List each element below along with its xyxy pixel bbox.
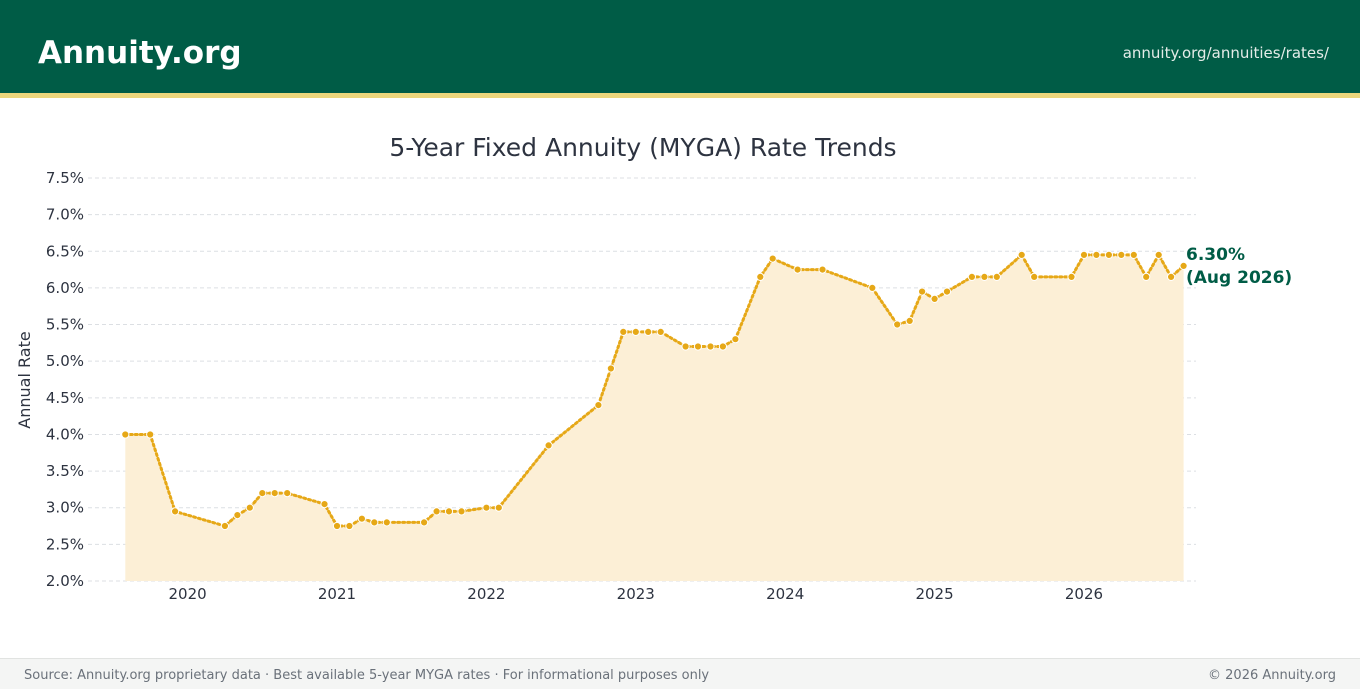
y-tick-label: 4.0% [46,425,84,443]
rate-line-path [123,251,1186,528]
page-url: annuity.org/annuities/rates/ [1122,44,1329,62]
rate-trend-chart: 5-Year Fixed Annuity (MYGA) Rate Trends … [15,133,1292,603]
latest-rate-date-annotation: (Aug 2026) [1186,268,1292,288]
data-point [693,342,703,351]
y-tick-label: 5.5% [46,316,84,334]
data-point [245,503,254,512]
header-accent-stripe [0,93,1360,98]
data-point [283,489,292,498]
data-point [718,342,728,351]
data-point [420,518,429,527]
data-point [444,507,454,516]
y-tick-label: 2.5% [46,535,84,553]
y-tick-label: 4.5% [46,389,84,407]
brand-logo[interactable]: Annuity.org [38,35,242,71]
data-point [457,507,466,516]
y-tick-label: 3.0% [46,499,84,517]
footer-source-note: Source: Annuity.org proprietary data · B… [24,668,710,683]
data-point [768,254,777,263]
data-point [370,518,379,527]
data-point [731,335,740,344]
data-point [171,507,180,516]
data-point [681,342,690,351]
area-fill-path [125,254,1184,581]
y-tick-label: 6.0% [46,279,84,297]
y-tick-label: 7.0% [46,206,84,224]
y-axis-label: Annual Rate [15,331,34,428]
data-point [893,320,902,329]
data-point [706,342,715,351]
data-point [606,364,616,373]
data-point [494,503,503,512]
data-point [594,401,603,410]
x-tick-label: 2020 [169,585,207,603]
y-axis-ticks: 2.0% 2.5% 3.0% 3.5% 4.0% 4.5% 5.0% 5.5% 6.0% 6.5%… [46,169,84,590]
data-point [644,327,653,336]
data-point [905,316,914,325]
data-point [270,489,279,498]
data-point [146,430,155,439]
data-point [1092,250,1101,259]
rate-line [123,251,1186,528]
data-point [918,287,927,296]
y-tick-label: 7.5% [46,169,84,187]
data-point [1079,250,1089,259]
x-tick-label: 2021 [318,585,356,603]
area-fill [125,254,1184,581]
data-point [357,514,366,523]
data-point [1179,261,1188,270]
y-tick-label: 2.0% [46,572,84,590]
data-point [1129,250,1138,259]
data-point [345,521,354,531]
data-point [258,489,267,498]
data-point [1142,272,1151,281]
data-point [868,283,877,292]
data-point [1017,250,1026,259]
data-point [967,272,977,281]
data-point [1154,250,1163,259]
data-point [220,521,229,531]
data-point [121,430,130,439]
data-point [1030,272,1039,281]
data-point [482,503,491,512]
x-tick-label: 2024 [766,585,804,603]
y-tick-label: 5.0% [46,352,84,370]
data-point [1117,250,1126,259]
site-header: Annuity.org annuity.org/annuities/rates/ [0,0,1360,93]
data-point [656,327,665,336]
data-point [756,272,765,281]
data-point [332,521,342,531]
x-tick-label: 2025 [915,585,953,603]
data-point [320,500,329,509]
latest-rate-annotation: 6.30% [1186,245,1245,265]
data-point [992,272,1001,281]
page-footer: Source: Annuity.org proprietary data · B… [0,658,1360,689]
data-point [382,518,391,527]
footer-copyright: © 2026 Annuity.org [1208,668,1336,683]
chart-title: 5-Year Fixed Annuity (MYGA) Rate Trends [389,133,896,162]
data-point [930,294,939,303]
y-tick-label: 3.5% [46,462,84,480]
data-point [544,441,553,450]
data-point [619,327,628,336]
data-point [432,507,441,516]
data-point [631,327,640,336]
data-point [1067,272,1076,281]
data-point [793,265,802,274]
data-point [942,287,952,296]
data-point [1104,250,1114,259]
data-point [980,272,989,281]
data-point [818,265,827,274]
x-tick-label: 2023 [617,585,655,603]
x-tick-label: 2022 [467,585,505,603]
x-tick-label: 2026 [1065,585,1103,603]
data-points [121,250,1188,531]
x-axis-ticks: 2020 2021 2022 2023 2024 2025 2026 [169,585,1104,603]
data-point [1167,272,1176,281]
data-point [233,511,242,520]
y-tick-label: 6.5% [46,242,84,260]
